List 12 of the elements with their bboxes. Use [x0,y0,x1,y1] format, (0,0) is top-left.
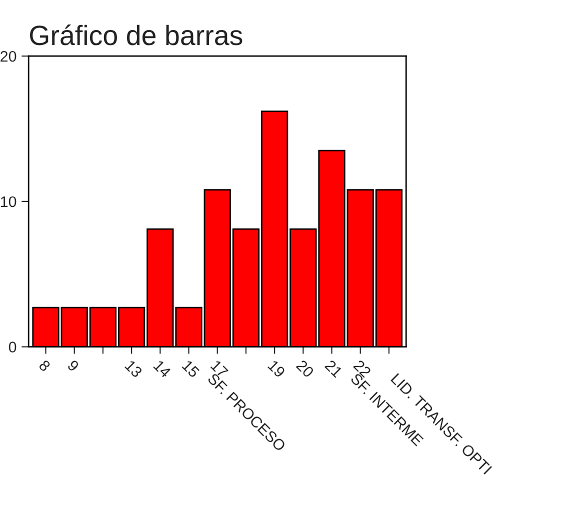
y-tick-label: 20 [0,50,16,62]
y-tick-label: 0 [8,342,16,352]
x-tick-label: 15 [182,360,200,378]
y-tick-label: 10 [0,196,16,208]
x-tick-label: 20 [296,359,314,378]
x-tick-label: 14 [153,360,172,378]
x-tick-label: 9 [66,359,80,372]
x-tick-label: 21 [324,359,343,378]
x-tick-label: 8 [38,359,52,372]
chart-title: Gráfico de barras [30,24,242,46]
x-tick-label: 13 [124,360,143,378]
x-tick-label: 19 [267,360,286,378]
